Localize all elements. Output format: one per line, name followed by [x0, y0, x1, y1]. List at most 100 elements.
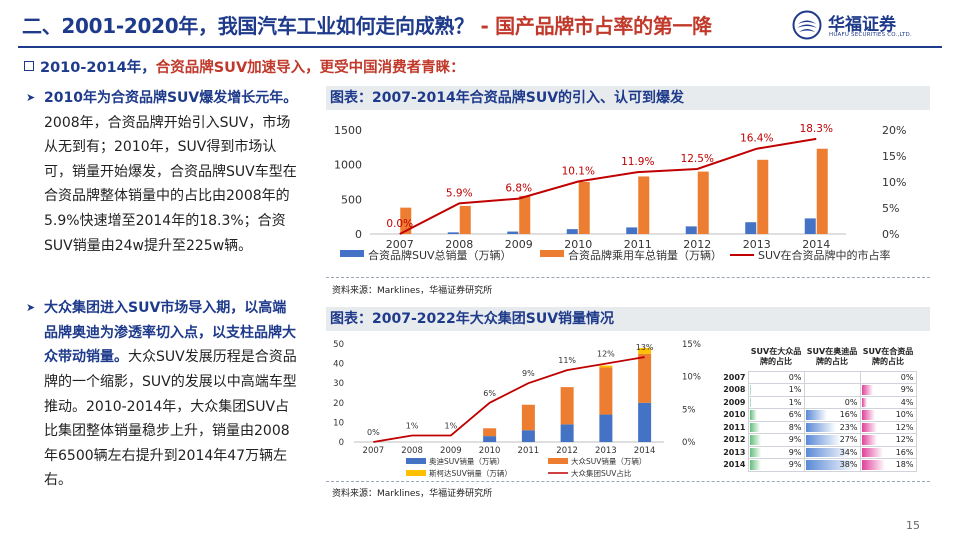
- share-table-year: 2007: [723, 372, 746, 382]
- chart1-bar-suv: [566, 229, 578, 234]
- chart1-x-tick-label: 2011: [624, 238, 652, 251]
- chart2-bar-audi: [560, 424, 574, 442]
- share-table-cell: 23%: [803, 420, 861, 434]
- chart1-title: 图表：2007-2014年合资品牌SUV的引入、认可到爆发: [326, 86, 930, 110]
- suv-share-table: SUV在大众品牌的占比 SUV在奥迪品牌的占比 SUV在合资品牌的占比 2007…: [708, 343, 917, 472]
- share-table-value: 38%: [839, 460, 858, 470]
- share-table-row: 2013 9% 34% 16%: [708, 445, 917, 459]
- chart2-legend-label: 大众SUV销量（万辆）: [571, 456, 646, 466]
- chart1-legend-label: SUV在合资品牌中的市占率: [758, 248, 891, 262]
- chart2-bar-vw: [560, 387, 574, 425]
- paragraph-jv-suv: ➤ 2010年为合资品牌SUV爆发增长元年。 2008年，合资品牌开始引入SUV，…: [26, 86, 298, 258]
- chart2-x-tick-label: 2013: [595, 446, 617, 456]
- share-table-row: 2010 6% 16% 10%: [708, 408, 917, 422]
- title-sub: - 国产品牌市占率的第一降: [473, 14, 713, 38]
- chart2-x-tick-label: 2007: [363, 446, 385, 456]
- chart1-share-label: 12.5%: [681, 153, 714, 165]
- chart2-title: 图表：2007-2022年大众集团SUV销量情况: [326, 307, 930, 331]
- share-table-cell: 18%: [859, 458, 917, 472]
- share-table-databar: [749, 435, 762, 445]
- chart2-y-tick-label: 40: [333, 360, 344, 370]
- share-table-value: 0%: [788, 372, 802, 382]
- share-table-value: 12%: [895, 422, 914, 432]
- chart2-share-label: 9%: [522, 369, 535, 378]
- share-table-cell: 1%: [747, 395, 805, 409]
- share-table-value: 1%: [788, 385, 802, 395]
- chart1-y-tick-label: 0: [355, 228, 362, 241]
- chart2-y2-tick-label: 5%: [682, 405, 696, 415]
- share-table-databar: [749, 410, 758, 420]
- chart2-bar-vw: [483, 428, 497, 437]
- chart2-y-tick-label: 10: [333, 418, 344, 428]
- chart1-legend-label: 合资品牌乘用车总销量（万辆）: [568, 248, 722, 262]
- chart1-bar-total: [757, 159, 769, 234]
- share-table-cell: 9%: [859, 383, 917, 397]
- share-table-header-vw: SUV在大众品牌的占比: [750, 346, 802, 366]
- share-table-row: 2011 8% 23% 12%: [708, 420, 917, 434]
- share-table-databar: [861, 385, 874, 395]
- chart1-y2-tick-label: 10%: [882, 176, 906, 189]
- chart1-x-tick-label: 2014: [802, 238, 830, 251]
- share-table-value: 0%: [844, 397, 858, 407]
- share-table-header-row: SUV在大众品牌的占比 SUV在奥迪品牌的占比 SUV在合资品牌的占比: [708, 343, 916, 371]
- share-table-cell: 8%: [747, 420, 805, 434]
- chart2-bar-vw: [638, 353, 652, 403]
- chart1-share-label: 6.8%: [505, 183, 532, 195]
- share-table-databar: [805, 435, 842, 445]
- chart2-legend-label: 奥迪SUV销量（万辆）: [429, 456, 504, 466]
- left-text-column: ➤ 2010年为合资品牌SUV爆发增长元年。 2008年，合资品牌开始引入SUV，…: [26, 86, 298, 493]
- chart1-bar-total: [400, 207, 412, 234]
- chart2-legend-label: 大众集团SUV占比: [571, 468, 632, 478]
- square-bullet-icon: [24, 61, 34, 71]
- share-table-value: 1%: [788, 397, 802, 407]
- title-main: 二、2001-2020年，我国汽车工业如何走向成熟？: [22, 14, 474, 38]
- paragraph-vw-suv-body: 大众SUV发展历程是合资品牌的一个缩影，SUV的发展以中高端车型推动。2010-…: [44, 349, 297, 489]
- chart2-y-tick-label: 30: [333, 379, 344, 389]
- huafu-logo-icon: [792, 10, 822, 40]
- share-table-databar: [805, 410, 827, 420]
- chart2-vw-suv-sales: 0 10 20 30 40 50 0% 5% 10% 15% 2007 2008 2009 2010 201…: [333, 340, 701, 478]
- share-table-databar: [861, 422, 878, 432]
- chart1-legend-swatch: [540, 250, 564, 257]
- chart2-source: 资料来源：Marklines，华福证券研究所: [332, 489, 493, 499]
- share-table-databar: [749, 422, 761, 432]
- share-table-databar: [861, 460, 886, 470]
- share-table-cell: 34%: [803, 445, 861, 459]
- chart1-y2-tick-label: 20%: [882, 124, 906, 137]
- chart2-y2-tick-label: 15%: [682, 340, 701, 350]
- share-table-value: 16%: [895, 447, 914, 457]
- share-table-value: 9%: [900, 385, 914, 395]
- chart2-x-tick-label: 2009: [440, 446, 462, 456]
- paragraph-vw-suv-head: 大众集团进入SUV市场导入期，以高端品牌奥迪为渗透率切入点，以支柱品牌大众带动销…: [44, 300, 296, 366]
- share-table-cell: [803, 383, 861, 397]
- share-table-year: 2014: [723, 460, 746, 470]
- share-table-databar: [749, 460, 762, 470]
- chart1-bar-total: [519, 195, 531, 234]
- share-table-cell: 0%: [859, 370, 917, 384]
- share-table-databar: [861, 447, 883, 457]
- chart1-source-divider: [326, 277, 930, 278]
- chart1-x-tick-label: 2009: [505, 238, 533, 251]
- chart1-bar-total: [638, 176, 650, 234]
- share-table-value: 4%: [900, 397, 914, 407]
- chart1-share-label: 16.4%: [740, 133, 773, 145]
- share-table-databar: [805, 447, 851, 457]
- arrow-bullet-icon: ➤: [26, 91, 36, 104]
- share-table-corner: [708, 343, 748, 371]
- logo-name: 华福证券: [828, 15, 896, 35]
- chart2-legend-label: 斯柯达SUV销量（万辆）: [429, 468, 512, 478]
- paragraph-jv-suv-body: 2008年，合资品牌开始引入SUV，市场从无到有；2010年，SUV得到市场认可…: [44, 114, 297, 254]
- chart2-bar-audi: [483, 436, 497, 442]
- share-table-databar: [861, 435, 878, 445]
- share-table-cell: 0%: [747, 370, 805, 384]
- share-table-cell: 4%: [859, 395, 917, 409]
- chart1-y2-tick-label: 0%: [882, 228, 899, 241]
- chart1-x-tick-label: 2013: [743, 238, 771, 251]
- share-table-databar: [805, 460, 856, 470]
- chart2-x-tick-label: 2011: [518, 446, 540, 456]
- share-table-cell: 9%: [747, 433, 805, 447]
- chart2-bar-skoda: [638, 347, 652, 354]
- chart1-bar-total: [816, 148, 828, 234]
- chart1-y-tick-label: 1500: [334, 124, 362, 137]
- share-table-databar: [749, 397, 751, 407]
